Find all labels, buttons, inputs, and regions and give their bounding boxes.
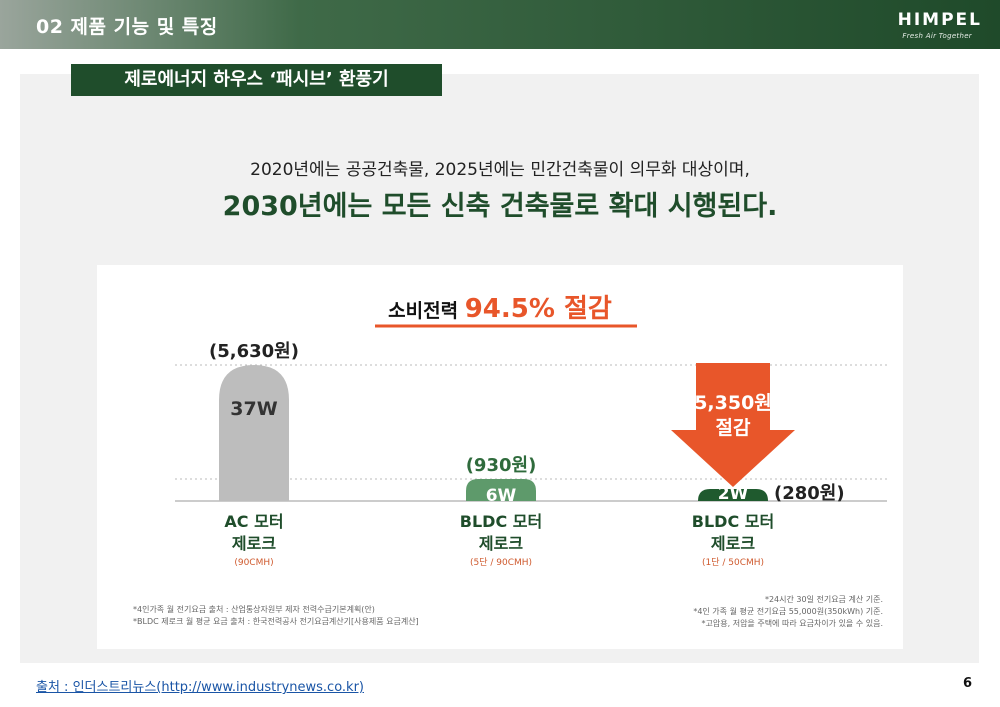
note-right-1: *24시간 30일 전기요금 계산 기준. xyxy=(765,594,883,604)
category-sublabel-2: 제로크 xyxy=(479,534,523,553)
bar-2 xyxy=(466,478,536,501)
brand-logo: HIMPEL xyxy=(897,10,982,30)
bar-cost-label-1: (5,630원) xyxy=(209,341,299,362)
bar-cost-label-2: (930원) xyxy=(466,455,537,476)
source-link[interactable]: 출처 : 인더스트리뉴스(http://www.industrynews.co.… xyxy=(36,680,364,695)
section-label: 제로에너지 하우스 ‘패시브’ 환풍기 xyxy=(71,64,442,96)
savings-label: 절감 xyxy=(716,417,751,439)
bar-value-label-2: 6W xyxy=(486,486,517,506)
category-spec-2: (5단 / 90CMH) xyxy=(470,557,532,568)
savings-arrow-icon xyxy=(671,363,795,487)
chart-title: 소비전력 94.5% 절감 xyxy=(388,294,612,324)
category-spec-3: (1단 / 50CMH) xyxy=(702,557,764,568)
header-bar: 02 제품 기능 및 특징 HIMPEL Fresh Air Together xyxy=(0,0,1000,49)
bar-value-label-3: 2W xyxy=(718,484,749,504)
savings-amount: 5,350원 xyxy=(694,392,772,414)
note-left-1: *4인가족 월 전기요금 출처 : 산업통상자원부 제자 전력수급기본계획(안) xyxy=(133,604,375,614)
note-right-3: *고압용, 저압을 주택에 따라 요금차이가 있을 수 있음. xyxy=(702,618,883,628)
page-title: 02 제품 기능 및 특징 xyxy=(36,16,218,38)
bar-1 xyxy=(219,365,289,501)
bar-cost-label-3: (280원) xyxy=(774,483,845,504)
intro-line-1: 2020년에는 공공건축물, 2025년에는 민간건축물이 의무화 대상이며, xyxy=(250,160,750,180)
page-number: 6 xyxy=(962,676,972,691)
bar-value-label-1: 37W xyxy=(230,398,277,420)
category-sublabel-1: 제로크 xyxy=(232,534,276,553)
brand-tagline: Fresh Air Together xyxy=(902,32,972,40)
category-label-3: BLDC 모터 xyxy=(692,512,774,531)
note-right-2: *4인 가족 월 평균 전기요금 55,000원(350kWh) 기준. xyxy=(693,606,883,616)
category-label-2: BLDC 모터 xyxy=(460,512,542,531)
category-spec-1: (90CMH) xyxy=(234,558,273,568)
bar-3 xyxy=(698,489,768,501)
intro-line-2: 2030년에는 모든 신축 건축물로 확대 시행된다. xyxy=(222,191,778,222)
category-sublabel-3: 제로크 xyxy=(711,534,755,553)
category-label-1: AC 모터 xyxy=(224,512,283,531)
note-left-2: *BLDC 제로크 월 평균 요금 출처 : 한국전력공사 전기요금계산기[사용… xyxy=(133,616,419,626)
chart-title-prefix: 소비전력 xyxy=(388,300,465,322)
chart-title-highlight: 94.5% 절감 xyxy=(465,294,612,324)
